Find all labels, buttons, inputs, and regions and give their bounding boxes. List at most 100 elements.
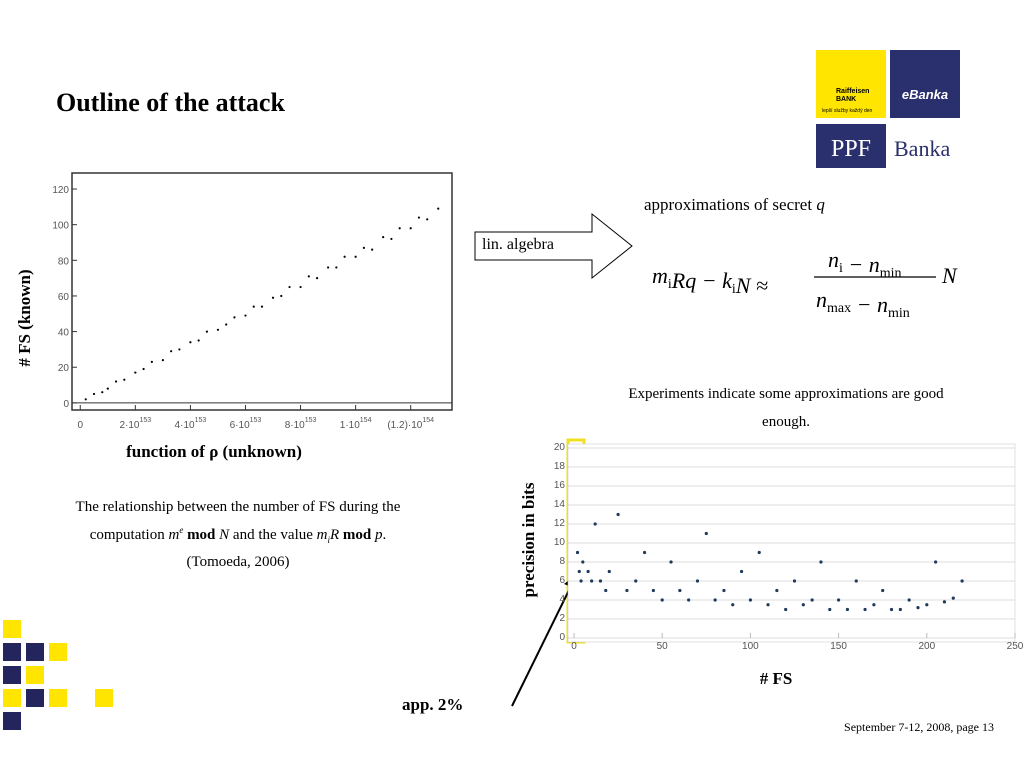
point <box>280 294 283 298</box>
point <box>178 348 181 351</box>
point <box>114 380 118 383</box>
logo-text: Banka <box>894 136 950 161</box>
point <box>189 341 192 344</box>
logos: Raiffeisen BANK lepší služby každý den e… <box>816 50 960 168</box>
x-tick-label-exp: 153 <box>305 417 317 424</box>
point <box>889 607 894 612</box>
y-tick-label: 0 <box>559 632 565 643</box>
x-axis-label: # FS <box>760 669 793 688</box>
logo-text: eBanka <box>902 87 948 102</box>
point <box>695 579 700 583</box>
point <box>101 391 104 394</box>
formula-text: N ≈ <box>735 273 768 298</box>
x-tick-label: 50 <box>657 641 669 652</box>
point <box>907 598 911 602</box>
point <box>390 237 393 241</box>
caption-part: mod <box>339 527 375 543</box>
x-tick-label: 0 <box>77 420 83 431</box>
footer: September 7-12, 2008, page 13 <box>844 720 994 734</box>
y-tick-label: 12 <box>554 518 566 529</box>
point <box>579 579 583 583</box>
caption-part: and the value <box>229 527 316 543</box>
slide-title: Outline of the attack <box>56 88 285 117</box>
point <box>651 588 655 593</box>
x-tick-label: 200 <box>918 641 935 652</box>
arrow-box <box>474 212 633 280</box>
x-tick-label-base: 2·10 <box>119 420 139 431</box>
point <box>371 248 374 251</box>
point <box>197 339 200 342</box>
point <box>288 285 291 289</box>
caption-part: i <box>327 535 330 545</box>
point <box>604 588 608 593</box>
point <box>687 598 691 602</box>
point <box>417 216 421 219</box>
point <box>142 367 145 371</box>
point <box>307 275 310 278</box>
experiments-text: Experiments indicate some approximations… <box>628 386 944 402</box>
y-tick-label: 4 <box>559 594 565 605</box>
y-tick-label: 100 <box>52 221 69 232</box>
point <box>739 569 744 574</box>
logo-ebanka <box>890 50 960 118</box>
caption-part: p <box>374 527 383 543</box>
point <box>335 266 338 269</box>
formula-sub: i <box>839 261 843 276</box>
y-tick-label: 14 <box>554 499 566 510</box>
y-tick-label: 60 <box>58 292 70 303</box>
point <box>960 579 964 583</box>
formula-part: ni − nmin <box>828 247 902 281</box>
callout: app. 2% <box>402 695 463 714</box>
point <box>315 277 319 280</box>
point <box>951 596 955 600</box>
experiments-text: enough. <box>762 414 810 430</box>
formula-text: − n <box>851 292 888 317</box>
point <box>581 560 585 564</box>
point <box>593 522 597 526</box>
x-tick-label: 8·10153 <box>285 417 317 431</box>
arrow-label: lin. algebra <box>482 236 554 253</box>
y-axis-label: # FS (known) <box>15 269 34 366</box>
point <box>271 296 275 299</box>
caption: computation me mod N and the value miR m… <box>90 525 387 545</box>
point <box>216 328 220 331</box>
point <box>299 285 302 289</box>
x-tick-label: 0 <box>571 641 577 652</box>
caption-part: m <box>317 527 328 543</box>
caption-part: e <box>179 525 183 535</box>
formula-part: miRq − kiN ≈ <box>652 263 768 298</box>
formula-sub: min <box>888 306 910 321</box>
logo-ppf <box>816 124 886 168</box>
y-tick-label: 16 <box>554 480 566 491</box>
caption-part: computation <box>90 527 169 543</box>
x-tick-label-exp: 153 <box>250 417 262 424</box>
point <box>775 588 779 593</box>
y-tick-label: 18 <box>554 461 566 472</box>
point <box>713 598 717 602</box>
point <box>722 588 726 593</box>
formula-sub: max <box>827 301 851 316</box>
point <box>398 227 401 230</box>
point <box>872 603 876 607</box>
caption-part: mod <box>183 527 219 543</box>
y-tick-label: 0 <box>63 399 69 410</box>
point <box>731 603 735 607</box>
point <box>586 569 590 574</box>
point <box>233 316 236 319</box>
point <box>150 360 153 363</box>
y-tick-label: 6 <box>559 575 565 586</box>
point <box>642 550 647 555</box>
y-tick-label: 20 <box>554 442 566 453</box>
point <box>616 512 620 517</box>
point <box>916 606 920 610</box>
point <box>343 255 346 258</box>
point <box>625 588 629 593</box>
point <box>828 607 832 612</box>
logo-text: lepší služby každý den <box>822 108 873 114</box>
x-tick-label-base: 8·10 <box>285 420 305 431</box>
point <box>84 398 87 401</box>
